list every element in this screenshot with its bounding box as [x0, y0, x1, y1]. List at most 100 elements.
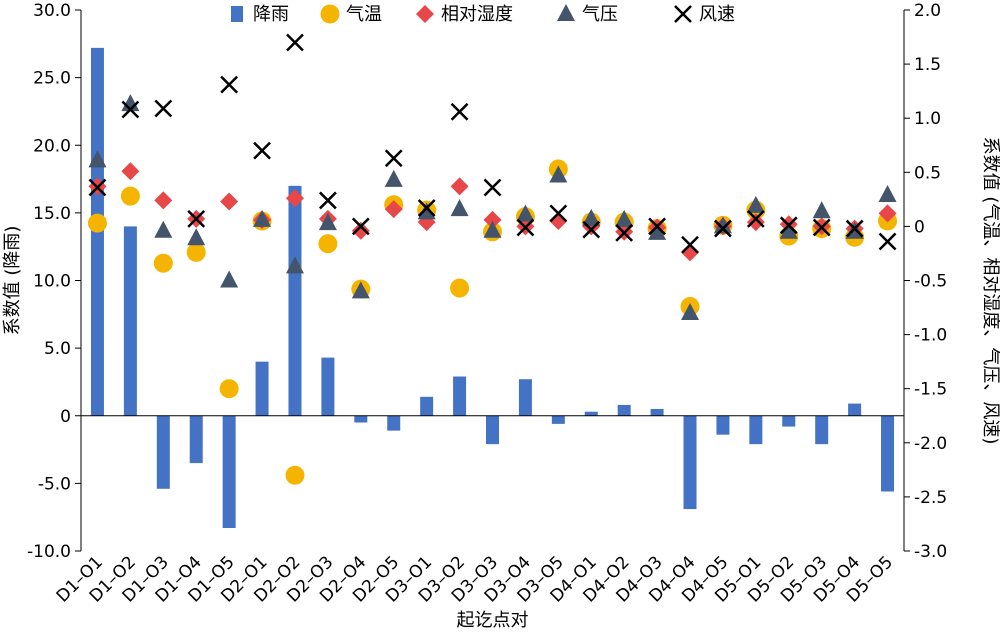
wind-speed-point [417, 199, 436, 217]
rain-bar [551, 415, 565, 424]
wind-speed-point-series [88, 33, 897, 254]
wind-speed-point [220, 75, 239, 94]
humidity-point [285, 189, 304, 208]
temperature-point [87, 213, 107, 233]
pressure-point [154, 220, 173, 238]
rain-bar [848, 403, 862, 416]
pressure-point [549, 165, 568, 183]
y-right-tick-label: -3.0 [914, 542, 947, 562]
temperature-point [285, 465, 305, 485]
wind-speed-point [648, 217, 666, 236]
pressure-point [582, 208, 601, 226]
y-left-tick-label: 25.0 [33, 69, 71, 89]
legend: 降雨 气温 相对湿度 气压 风速 [231, 4, 735, 25]
legend-marker [416, 5, 434, 23]
pressure-point [285, 256, 304, 274]
pressure-point [417, 202, 436, 220]
rain-bar [420, 396, 434, 416]
humidity-point [483, 210, 502, 229]
legend-label: 气压 [582, 4, 618, 25]
y-right-tick-label: 0.5 [914, 163, 941, 183]
wind-speed-point [253, 141, 271, 160]
wind-speed-point [121, 100, 140, 119]
wind-speed-point [516, 218, 535, 237]
rain-bar [189, 415, 203, 464]
wind-speed-point [714, 219, 732, 238]
y-right-tick-label: -2.0 [914, 434, 947, 454]
temperature-point [219, 379, 239, 399]
pressure-point [681, 302, 700, 320]
humidity-point [154, 191, 173, 210]
rain-bar [288, 185, 302, 416]
wind-speed-point [450, 102, 469, 121]
legend-marker [320, 4, 340, 24]
y-right-tick-label: 1.5 [914, 55, 941, 75]
pressure-point [779, 221, 798, 239]
y-right-tick-label: -2.5 [914, 488, 947, 508]
humidity-point [121, 162, 140, 181]
pressure-point [450, 199, 469, 217]
y-left-tick-label: 0 [60, 407, 71, 427]
points-group [87, 33, 898, 485]
pressure-point [713, 216, 732, 234]
rain-bar [683, 415, 697, 510]
humidity-point [384, 200, 403, 219]
pressure-point [253, 209, 272, 227]
humidity-point-series [88, 162, 897, 262]
rain-bar [650, 408, 664, 416]
humidity-point [351, 221, 370, 240]
wind-speed-point [319, 191, 337, 210]
temperature-point [153, 253, 173, 273]
pressure-point [187, 228, 206, 246]
wind-speed-point [88, 178, 107, 197]
rain-bar [617, 404, 631, 416]
y-right-tick-label: -1.5 [914, 380, 947, 400]
wind-speed-point [681, 235, 699, 254]
rain-bar [453, 376, 467, 416]
pressure-point [878, 185, 897, 203]
x-axis-title: 起讫点对 [457, 610, 529, 631]
temperature-point [120, 186, 140, 206]
y-axis-right-title: 系数值 (气温、相对湿度、气压、风速) [980, 137, 1000, 445]
y-axis-left-title: 系数值 (降雨) [2, 226, 23, 336]
legend-item: 气压 [557, 4, 618, 25]
y-right-tick-label: -0.5 [914, 272, 947, 292]
pressure-point [746, 195, 765, 213]
rain-bar [749, 415, 763, 445]
y-left-tick-label: 10.0 [33, 272, 71, 292]
pressure-point [351, 281, 370, 299]
rain-bar [584, 411, 598, 416]
wind-speed-point [615, 224, 634, 242]
pressure-point [121, 94, 140, 112]
rain-bar [255, 361, 269, 416]
pressure-point-series [88, 94, 897, 320]
pressure-point [516, 204, 535, 222]
temperature-point [318, 234, 338, 254]
pressure-point [220, 270, 239, 288]
pressure-point [812, 201, 831, 219]
wind-speed-point [286, 33, 304, 52]
y-left-tick-label: -10.0 [27, 542, 71, 562]
y-left-tick-label: 30.0 [33, 1, 71, 21]
legend-marker [557, 4, 575, 21]
y-right-tick-label: 1.0 [914, 109, 941, 129]
pressure-point [318, 213, 337, 231]
rain-bar [716, 415, 730, 435]
humidity-point [450, 177, 469, 196]
y-left-tick-label: 20.0 [33, 136, 71, 156]
axes-group: -10.0 -5.0 0 5.0 10.0 15.0 20.0 25.0 30.0 -3.0 -2.… [27, 1, 947, 607]
wind-speed-point [812, 218, 831, 237]
legend-label: 相对湿度 [441, 4, 513, 25]
legend-label: 降雨 [253, 4, 289, 25]
wind-speed-point [582, 220, 601, 239]
wind-speed-point [384, 149, 403, 168]
humidity-point [220, 192, 239, 211]
wind-speed-point [549, 204, 568, 223]
legend-label: 气温 [346, 4, 382, 25]
wind-speed-point [187, 209, 206, 228]
humidity-point [878, 204, 897, 223]
y-right-tick-label: 0 [914, 217, 925, 237]
wind-speed-point [351, 217, 370, 236]
